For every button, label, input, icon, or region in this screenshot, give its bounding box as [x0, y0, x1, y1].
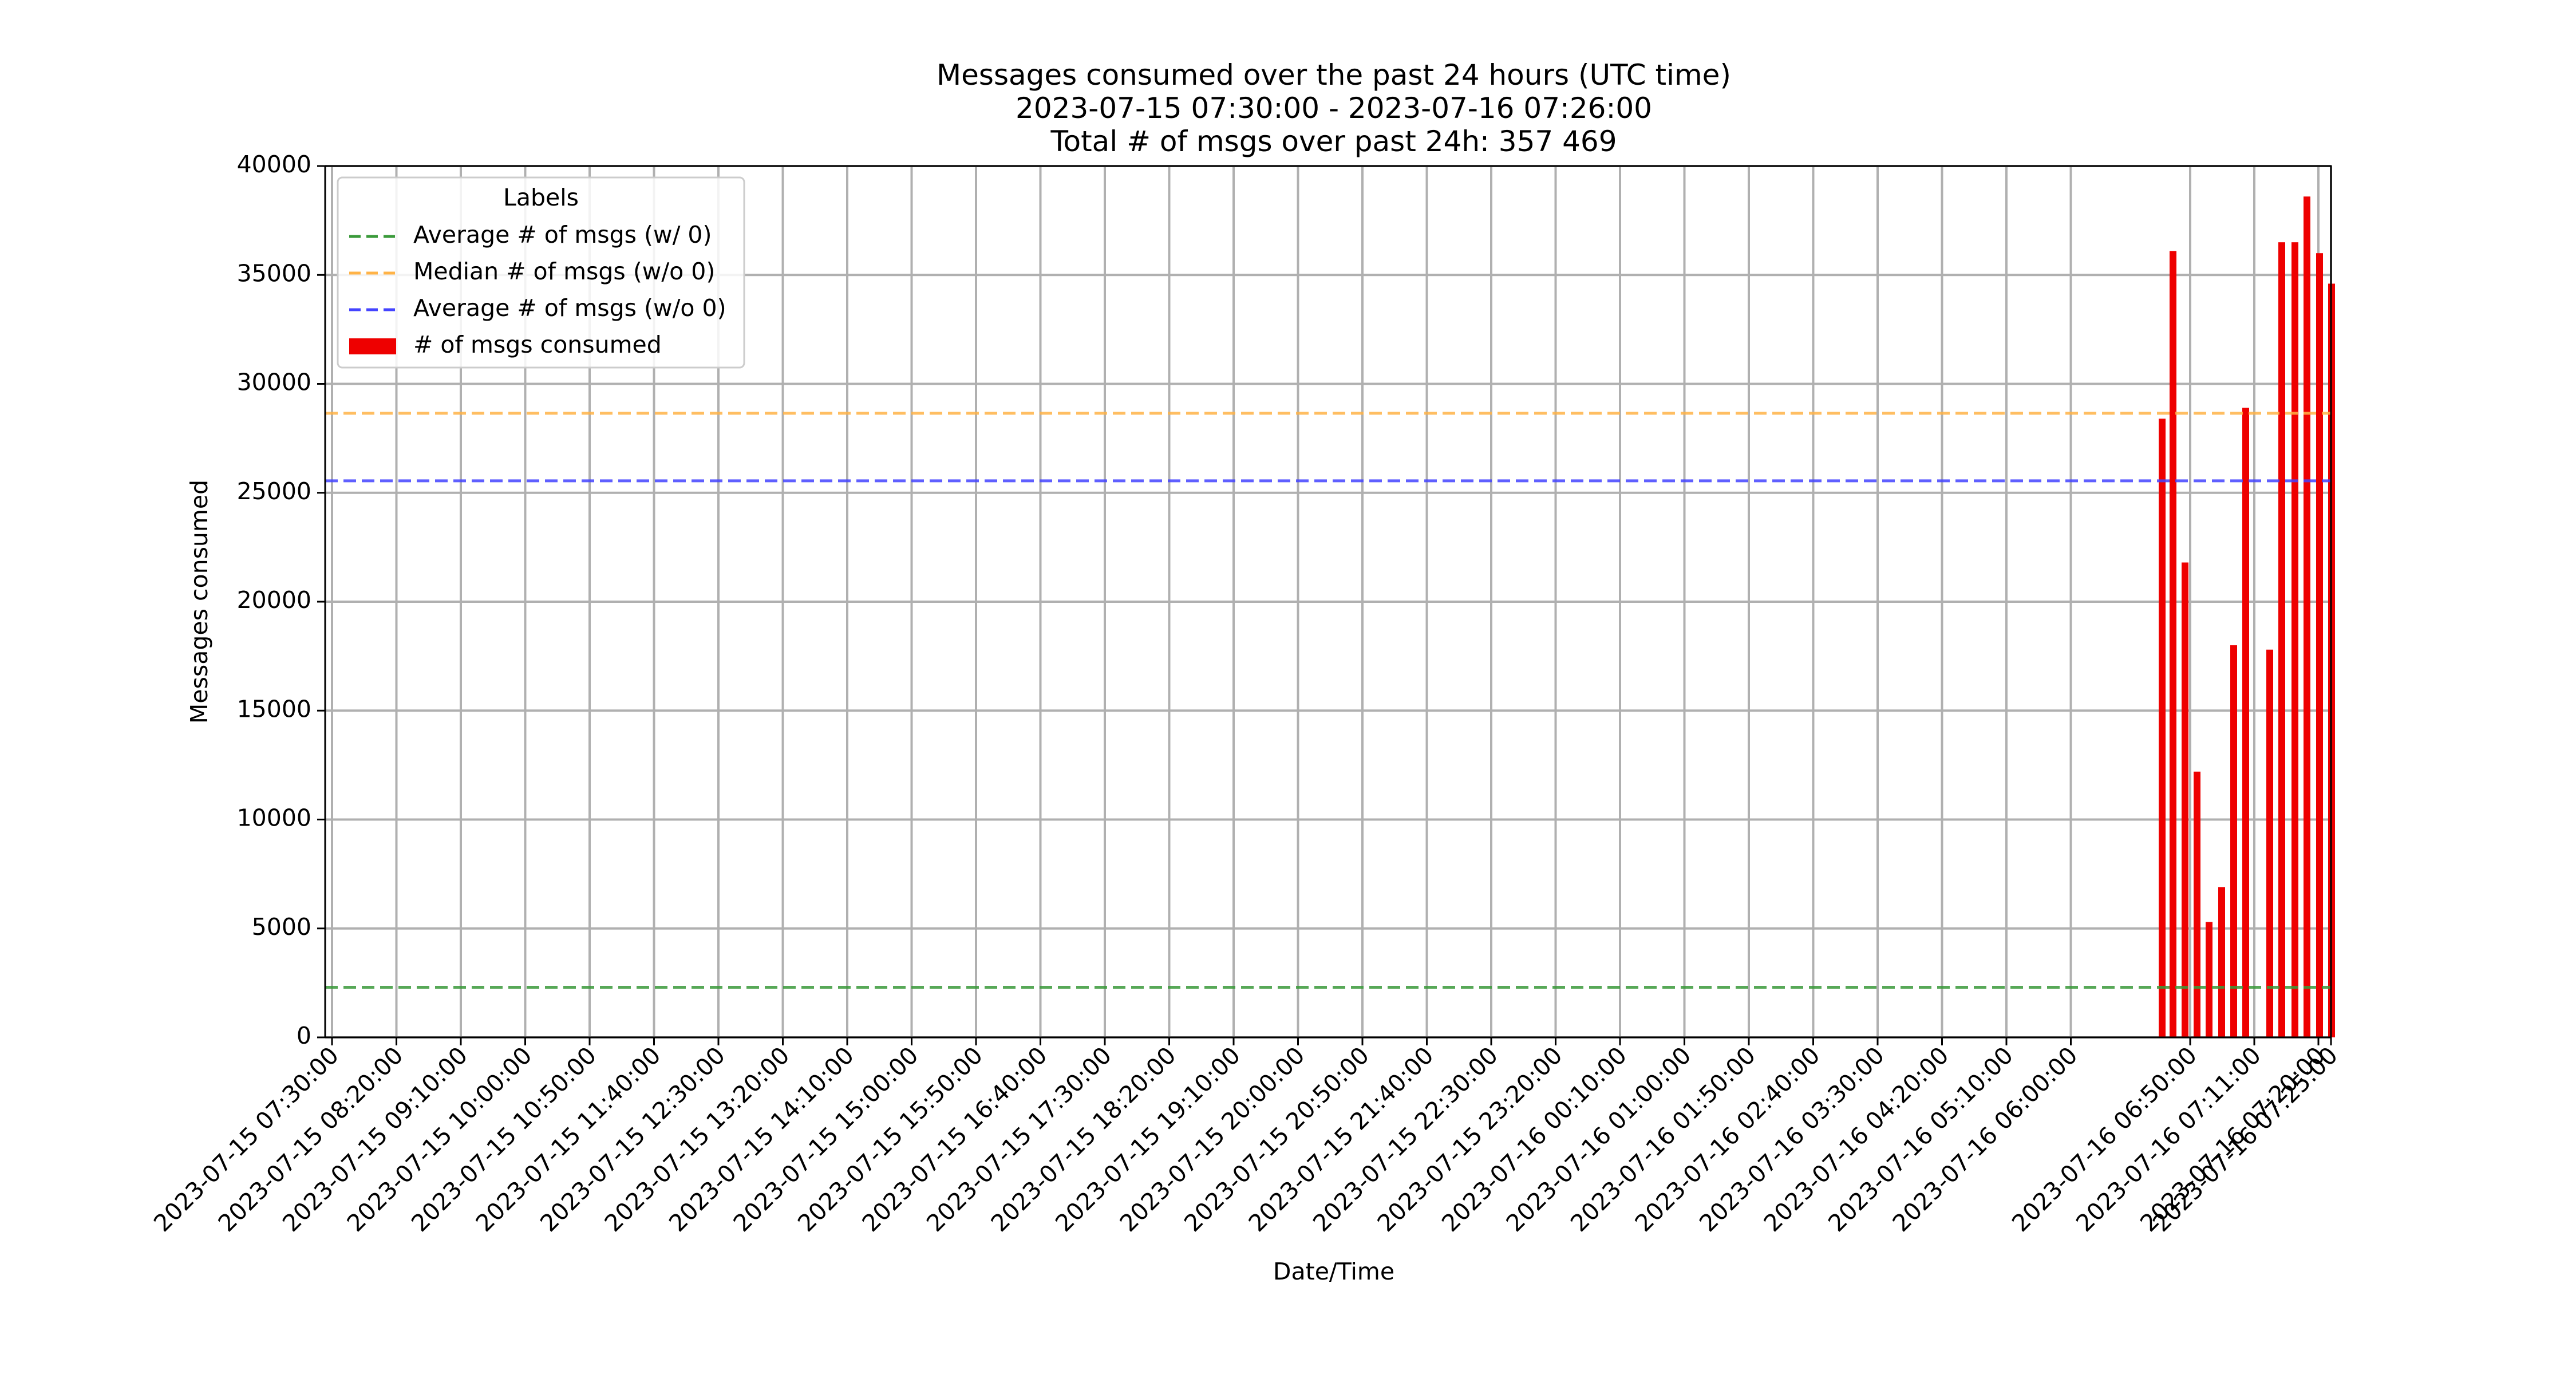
bar — [2182, 562, 2188, 1037]
y-tick-label: 5000 — [252, 913, 311, 941]
legend-entry-label: Average # of msgs (w/ 0) — [413, 221, 712, 248]
legend-entry-label: # of msgs consumed — [413, 331, 662, 358]
bar — [2230, 645, 2237, 1037]
chart-title-line-1: Messages consumed over the past 24 hours… — [937, 58, 1731, 92]
legend: Labels Average # of msgs (w/ 0) Median # o… — [337, 176, 745, 369]
bar — [2206, 922, 2212, 1037]
bar — [2159, 418, 2166, 1037]
legend-entry-label: Average # of msgs (w/o 0) — [413, 294, 726, 322]
y-tick-label: 10000 — [237, 804, 311, 832]
bar — [2278, 242, 2285, 1037]
y-tick-label: 35000 — [237, 259, 311, 287]
bar — [2266, 649, 2273, 1037]
legend-entry-label: Median # of msgs (w/o 0) — [413, 258, 715, 285]
y-axis-ticks: 0 5000 10000 15000 20000 25000 30000 35000 40000 — [237, 151, 325, 1049]
bar — [2242, 408, 2249, 1037]
bar — [2218, 887, 2225, 1037]
bar — [2170, 251, 2176, 1037]
y-tick-label: 0 — [297, 1022, 311, 1049]
reference-lines — [325, 412, 2331, 989]
chart-title-line-2: 2023-07-15 07:30:00 - 2023-07-16 07:26:0… — [1016, 92, 1652, 125]
y-tick-label: 25000 — [237, 477, 311, 505]
bar-series — [2159, 196, 2335, 1038]
y-tick-label: 15000 — [237, 695, 311, 722]
bar — [2316, 253, 2323, 1038]
y-axis-label: Messages consumed — [185, 480, 213, 724]
bar — [2304, 196, 2310, 1037]
chart-title-line-3: Total # of msgs over past 24h: 357 469 — [1050, 125, 1617, 158]
y-tick-label: 40000 — [237, 151, 311, 178]
y-tick-label: 20000 — [237, 586, 311, 614]
legend-swatch — [349, 338, 396, 354]
legend-title: Labels — [503, 184, 579, 211]
x-axis-label: Date/Time — [1273, 1258, 1394, 1285]
bar — [2291, 242, 2298, 1037]
chart-title: Messages consumed over the past 24 hours… — [937, 58, 1731, 158]
legend-frame — [337, 176, 745, 369]
y-tick-label: 30000 — [237, 369, 311, 396]
bar — [2194, 771, 2200, 1037]
